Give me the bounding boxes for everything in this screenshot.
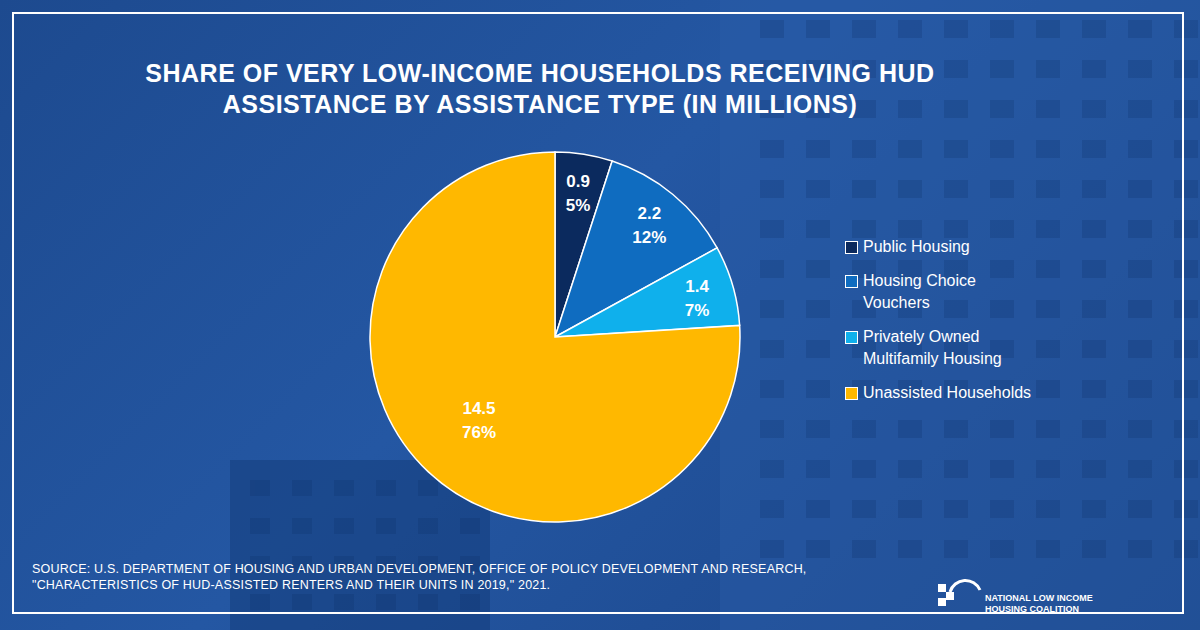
pie-slice [555, 248, 740, 337]
percent-label: 76% [462, 423, 496, 442]
logo-square [938, 598, 946, 606]
household-label: 2.2 [638, 204, 662, 223]
legend-item: Privately Owned Multifamily Housing [845, 326, 1035, 370]
source: SOURCE: U.S. DEPARTMENT OF HOUSING AND U… [32, 561, 912, 593]
stage: SHARE OF VERY LOW-INCOME HOUSEHOLDS RECE… [0, 0, 1200, 630]
legend-swatch [845, 241, 858, 254]
legend-swatch [845, 387, 858, 400]
pie-slice [370, 152, 740, 522]
household-label: 0.9 [566, 172, 590, 191]
title: SHARE OF VERY LOW-INCOME HOUSEHOLDS RECE… [110, 58, 970, 120]
logo-square [946, 592, 954, 600]
legend: Public Housing Housing Choice Vouchers Pri… [845, 236, 1035, 416]
pie-chart: 0.9 5% 2.2 12% 1.4 7% 14.5 76% [0, 0, 1200, 630]
logo: NATIONAL LOW INCOME HOUSING COALITION [985, 593, 1135, 615]
legend-item: Unassisted Households [845, 382, 1035, 404]
slices [370, 152, 740, 522]
data-labels: 0.9 5% 2.2 12% 1.4 7% 14.5 76% [462, 172, 709, 442]
percent-label: 5% [566, 196, 591, 215]
percent-label: 7% [685, 301, 710, 320]
household-label: 1.4 [685, 277, 709, 296]
logo-arc [950, 580, 980, 592]
logo-square [938, 584, 946, 592]
legend-item: Public Housing [845, 236, 1035, 258]
legend-item: Housing Choice Vouchers [845, 270, 1035, 314]
logo-icon [936, 570, 982, 606]
percent-label: 12% [632, 228, 666, 247]
legend-label: Unassisted Households [863, 382, 1031, 404]
legend-swatch [845, 275, 858, 288]
legend-swatch [845, 331, 858, 344]
legend-label: Public Housing [863, 236, 970, 258]
household-label: 14.5 [462, 399, 495, 418]
legend-label: Privately Owned Multifamily Housing [863, 326, 1035, 370]
legend-label: Housing Choice Vouchers [863, 270, 1035, 314]
